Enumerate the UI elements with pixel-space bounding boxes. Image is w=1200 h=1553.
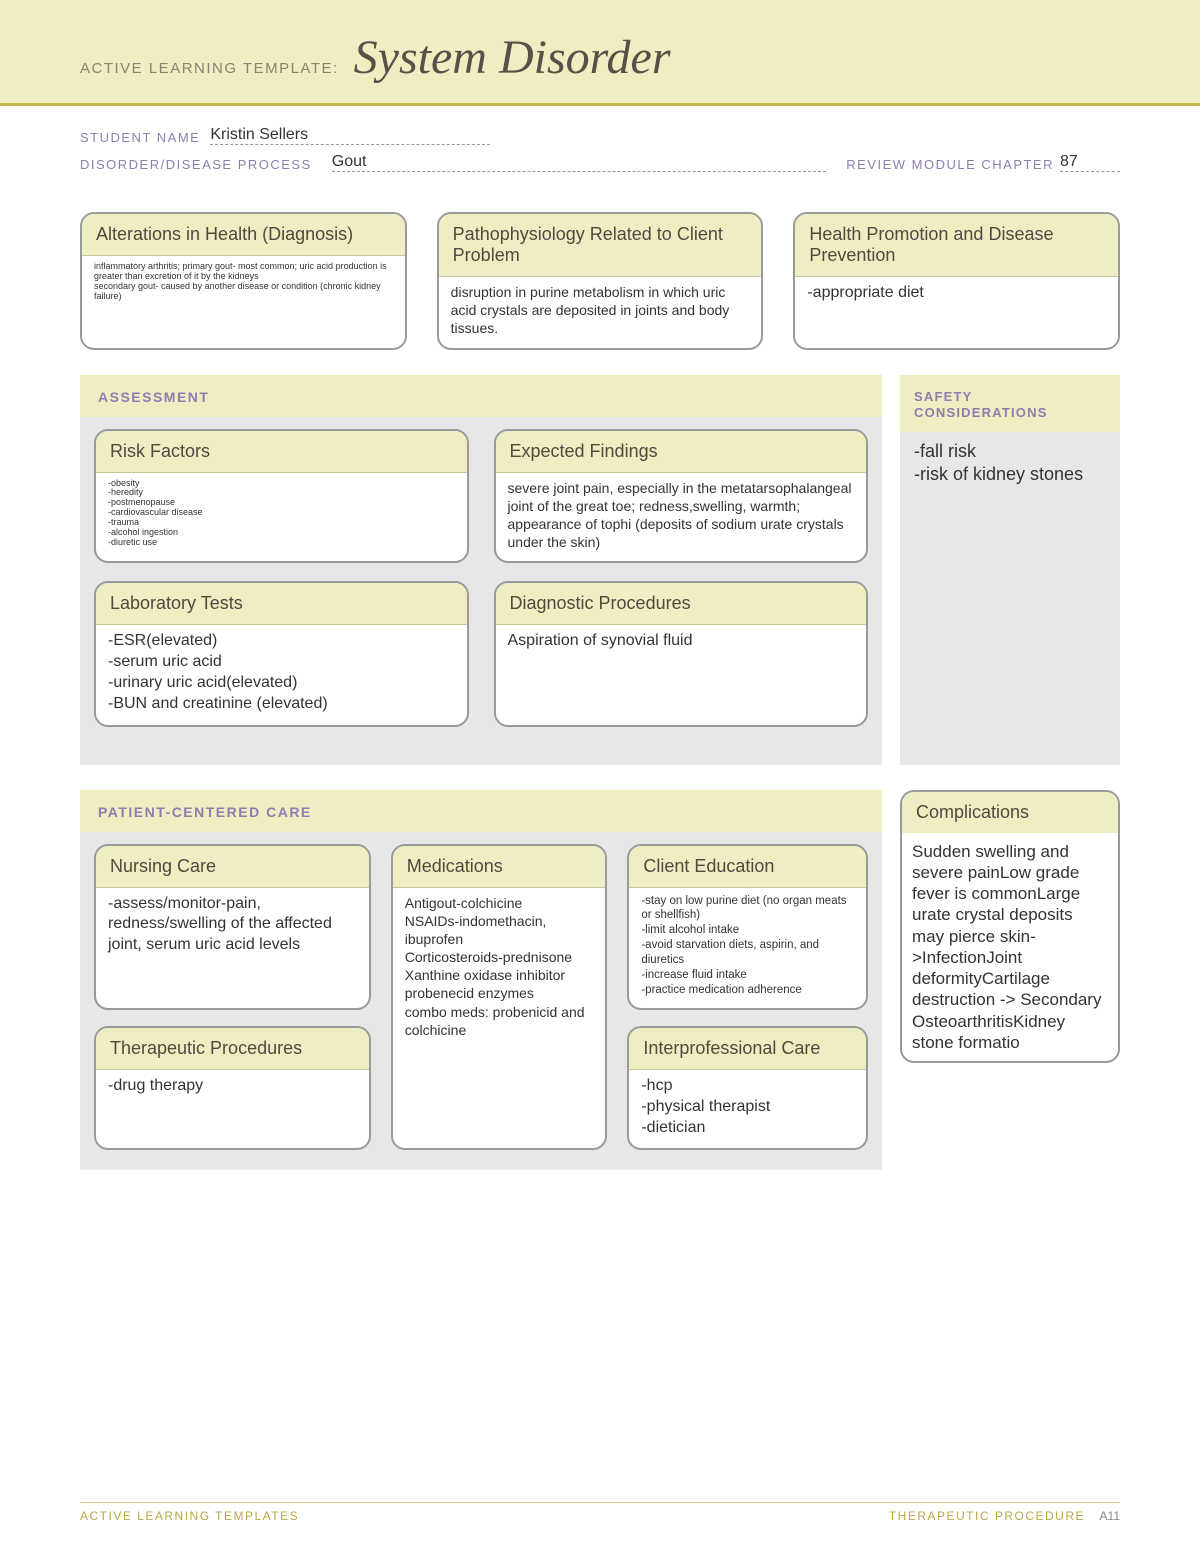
page: ACTIVE LEARNING TEMPLATE: System Disorde…	[0, 0, 1200, 1553]
diag-title: Diagnostic Procedures	[496, 583, 867, 625]
labs-body: -ESR(elevated) -serum uric acid -urinary…	[96, 625, 467, 724]
header-band: ACTIVE LEARNING TEMPLATE: System Disorde…	[0, 0, 1200, 106]
pcc-section: PATIENT-CENTERED CARE Nursing Care -asse…	[80, 790, 1120, 1171]
findings-body: severe joint pain, especially in the met…	[496, 473, 867, 562]
pcc-title: PATIENT-CENTERED CARE	[80, 790, 882, 832]
clied-body: -stay on low purine diet (no organ meats…	[629, 888, 866, 1009]
safety-side: SAFETY CONSIDERATIONS -fall risk -risk o…	[900, 375, 1120, 765]
healthpromo-card: Health Promotion and Disease Prevention …	[793, 212, 1120, 350]
complications-title: Complications	[902, 792, 1118, 833]
healthpromo-body: -appropriate diet	[795, 277, 1118, 348]
alterations-body: inflammatory arthritis; primary gout- mo…	[82, 256, 405, 348]
complications-side: Complications Sudden swelling and severe…	[900, 790, 1120, 1171]
findings-card: Expected Findings severe joint pain, esp…	[494, 429, 869, 564]
thera-card: Therapeutic Procedures -drug therapy	[94, 1026, 371, 1150]
alterations-card: Alterations in Health (Diagnosis) inflam…	[80, 212, 407, 350]
patho-body: disruption in purine metabolism in which…	[439, 277, 762, 348]
clied-card: Client Education -stay on low purine die…	[627, 844, 868, 1011]
student-name-value: Kristin Sellers	[210, 126, 490, 145]
findings-title: Expected Findings	[496, 431, 867, 473]
patho-title: Pathophysiology Related to Client Proble…	[439, 214, 762, 277]
top-boxes: Alterations in Health (Diagnosis) inflam…	[80, 212, 1120, 350]
chapter-label: REVIEW MODULE CHAPTER	[846, 157, 1054, 172]
meds-card: Medications Antigout-colchicine NSAIDs-i…	[391, 844, 608, 1151]
healthpromo-title: Health Promotion and Disease Prevention	[795, 214, 1118, 277]
pcc-main: PATIENT-CENTERED CARE Nursing Care -asse…	[80, 790, 882, 1171]
student-name-label: STUDENT NAME	[80, 130, 200, 145]
thera-body: -drug therapy	[96, 1070, 369, 1148]
chapter-group: REVIEW MODULE CHAPTER 87	[846, 153, 1120, 172]
student-name-row: STUDENT NAME Kristin Sellers	[80, 126, 1120, 145]
footer-right: THERAPEUTIC PROCEDURE A11	[889, 1509, 1120, 1523]
content-area: STUDENT NAME Kristin Sellers DISORDER/DI…	[0, 106, 1200, 1235]
footer-right-label: THERAPEUTIC PROCEDURE	[889, 1509, 1085, 1523]
thera-title: Therapeutic Procedures	[96, 1028, 369, 1070]
complications-body: Sudden swelling and severe painLow grade…	[902, 833, 1118, 1062]
complications-card: Complications Sudden swelling and severe…	[900, 790, 1120, 1064]
footer-left: ACTIVE LEARNING TEMPLATES	[80, 1509, 299, 1523]
clied-title: Client Education	[629, 846, 866, 888]
meds-body: Antigout-colchicine NSAIDs-indomethacin,…	[393, 888, 606, 1149]
nursing-card: Nursing Care -assess/monitor-pain, redne…	[94, 844, 371, 1011]
nursing-title: Nursing Care	[96, 846, 369, 888]
nursing-body: -assess/monitor-pain, redness/swelling o…	[96, 888, 369, 1009]
diag-body: Aspiration of synovial fluid	[496, 625, 867, 724]
assessment-main: ASSESSMENT Risk Factors -obesity -heredi…	[80, 375, 882, 765]
chapter-value: 87	[1060, 153, 1120, 172]
alterations-title: Alterations in Health (Diagnosis)	[82, 214, 405, 256]
disorder-value: Gout	[332, 153, 826, 172]
diag-card: Diagnostic Procedures Aspiration of syno…	[494, 581, 869, 726]
inter-title: Interprofessional Care	[629, 1028, 866, 1070]
header-prefix: ACTIVE LEARNING TEMPLATE:	[80, 60, 339, 77]
safety-body: -fall risk -risk of kidney stones	[914, 440, 1106, 485]
patho-card: Pathophysiology Related to Client Proble…	[437, 212, 764, 350]
risk-body: -obesity -heredity -postmenopause -cardi…	[96, 473, 467, 562]
page-title: System Disorder	[354, 30, 671, 85]
pcc-grid: Nursing Care -assess/monitor-pain, redne…	[94, 844, 868, 1151]
inter-body: -hcp -physical therapist -dietician	[629, 1070, 866, 1148]
assessment-section: ASSESSMENT Risk Factors -obesity -heredi…	[80, 375, 1120, 765]
assessment-title: ASSESSMENT	[80, 375, 882, 417]
inter-card: Interprofessional Care -hcp -physical th…	[627, 1026, 868, 1150]
risk-title: Risk Factors	[96, 431, 467, 473]
risk-card: Risk Factors -obesity -heredity -postmen…	[94, 429, 469, 564]
labs-card: Laboratory Tests -ESR(elevated) -serum u…	[94, 581, 469, 726]
labs-title: Laboratory Tests	[96, 583, 467, 625]
footer-page: A11	[1100, 1509, 1120, 1523]
disorder-label: DISORDER/DISEASE PROCESS	[80, 157, 312, 172]
footer: ACTIVE LEARNING TEMPLATES THERAPEUTIC PR…	[80, 1502, 1120, 1523]
disorder-row: DISORDER/DISEASE PROCESS Gout REVIEW MOD…	[80, 153, 1120, 172]
meds-title: Medications	[393, 846, 606, 888]
safety-title: SAFETY CONSIDERATIONS	[900, 375, 1120, 433]
